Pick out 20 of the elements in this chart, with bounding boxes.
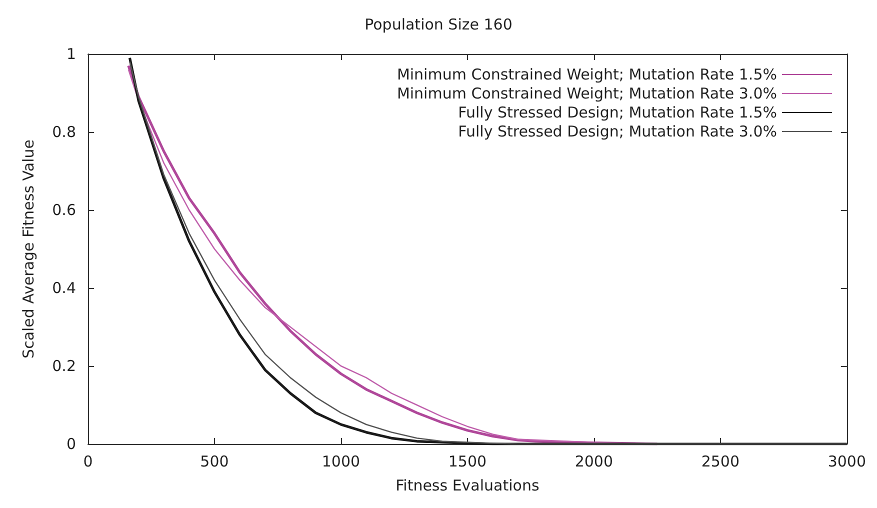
y-tick-label: 0.2 bbox=[52, 357, 76, 375]
y-axis-title: Scaled Average Fitness Value bbox=[20, 140, 38, 358]
legend-label: Fully Stressed Design; Mutation Rate 1.5% bbox=[458, 104, 777, 122]
legend-label: Minimum Constrained Weight; Mutation Rate 3.0% bbox=[396, 84, 777, 102]
legend-label: Fully Stressed Design; Mutation Rate 3.0% bbox=[458, 122, 777, 140]
x-axis-title: Fitness Evaluations bbox=[396, 476, 540, 494]
x-tick-label: 1500 bbox=[448, 452, 487, 470]
x-tick-label: 2000 bbox=[574, 452, 614, 470]
y-tick-label: 0 bbox=[66, 435, 76, 453]
y-tick-label: 0.6 bbox=[52, 201, 76, 219]
y-tick-label: 0.8 bbox=[52, 123, 76, 141]
x-tick-label: 1000 bbox=[322, 452, 360, 470]
legend-label: Minimum Constrained Weight; Mutation Rate 1.5% bbox=[396, 66, 777, 84]
x-tick-label: 2500 bbox=[701, 452, 740, 470]
x-tick-label: 3000 bbox=[828, 452, 866, 470]
y-tick-label: 0.4 bbox=[52, 279, 76, 297]
x-tick-label: 0 bbox=[83, 452, 93, 470]
x-tick-label: 500 bbox=[200, 452, 229, 470]
chart-title: Population Size 160 bbox=[364, 16, 512, 34]
y-tick-label: 1 bbox=[66, 45, 76, 63]
